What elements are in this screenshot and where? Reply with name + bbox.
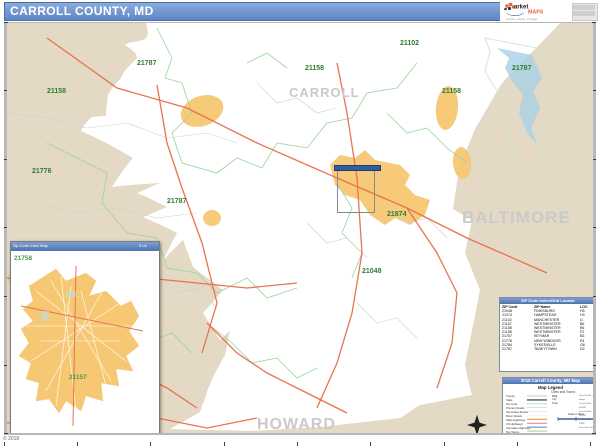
svg-text:MAPS: MAPS [528,10,544,16]
svg-text:Accurate . Lasting . Thorough: Accurate . Lasting . Thorough [506,18,538,21]
svg-text:arket: arket [514,5,528,11]
svg-text:Scale in Miles: Scale in Miles [568,412,585,416]
svg-text:21758: 21758 [14,255,32,262]
svg-text:21157: 21157 [69,374,87,381]
